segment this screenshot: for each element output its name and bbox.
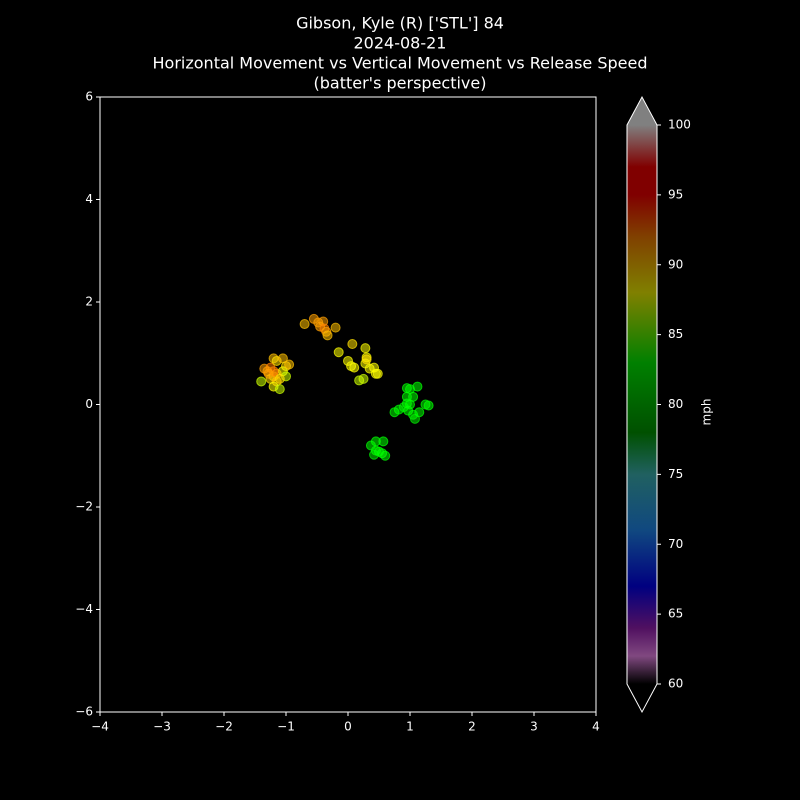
- y-tick-label: −6: [75, 705, 93, 719]
- point: [274, 384, 285, 395]
- point: [349, 362, 360, 373]
- point: [347, 339, 358, 350]
- x-tick-label: −1: [277, 720, 295, 734]
- colorbar-tick-label: 85: [668, 327, 683, 341]
- y-tick-label: 0: [85, 397, 93, 411]
- point: [412, 381, 423, 392]
- colorbar-tick-label: 65: [668, 607, 683, 621]
- x-tick-label: 1: [406, 720, 414, 734]
- point: [333, 347, 344, 358]
- chart-title: Horizontal Movement vs Vertical Movement…: [153, 54, 648, 73]
- y-tick-label: −2: [75, 500, 93, 514]
- point: [322, 330, 333, 341]
- point: [263, 368, 274, 379]
- y-tick-label: 2: [85, 295, 93, 309]
- point: [378, 436, 389, 447]
- colorbar-extend-under: [627, 684, 657, 712]
- point: [299, 319, 310, 330]
- point: [414, 407, 425, 418]
- colorbar-extend-over: [627, 97, 657, 125]
- colorbar-tick-label: 90: [668, 257, 683, 271]
- point: [361, 354, 372, 365]
- colorbar-tick-label: 75: [668, 467, 683, 481]
- point: [256, 376, 267, 387]
- colorbar: [627, 125, 657, 684]
- x-tick-label: 2: [468, 720, 476, 734]
- point: [360, 343, 371, 354]
- x-tick-label: 0: [344, 720, 352, 734]
- point: [330, 322, 341, 333]
- colorbar-tick-label: 70: [668, 537, 683, 551]
- x-tick-label: −4: [91, 720, 109, 734]
- colorbar-label: mph: [700, 399, 714, 426]
- y-tick-label: 4: [85, 192, 93, 206]
- y-tick-label: 6: [85, 90, 93, 104]
- x-tick-label: −2: [215, 720, 233, 734]
- point: [401, 398, 412, 409]
- point: [284, 359, 295, 370]
- chart-title: (batter's perspective): [314, 74, 487, 93]
- x-tick-label: 4: [592, 720, 600, 734]
- point: [423, 400, 434, 411]
- point: [274, 373, 285, 384]
- point: [370, 445, 381, 456]
- x-tick-label: −3: [153, 720, 171, 734]
- chart-title: Gibson, Kyle (R) ['STL'] 84: [296, 14, 504, 33]
- colorbar-tick-label: 60: [668, 677, 683, 691]
- x-tick-label: 3: [530, 720, 538, 734]
- y-tick-label: −4: [75, 602, 93, 616]
- point: [380, 450, 391, 461]
- point: [372, 368, 383, 379]
- plot-area: [99, 96, 597, 713]
- chart-title: 2024-08-21: [354, 34, 447, 53]
- colorbar-tick-label: 100: [668, 118, 691, 132]
- point: [358, 373, 369, 384]
- colorbar-tick-label: 95: [668, 187, 683, 201]
- colorbar-tick-label: 80: [668, 397, 683, 411]
